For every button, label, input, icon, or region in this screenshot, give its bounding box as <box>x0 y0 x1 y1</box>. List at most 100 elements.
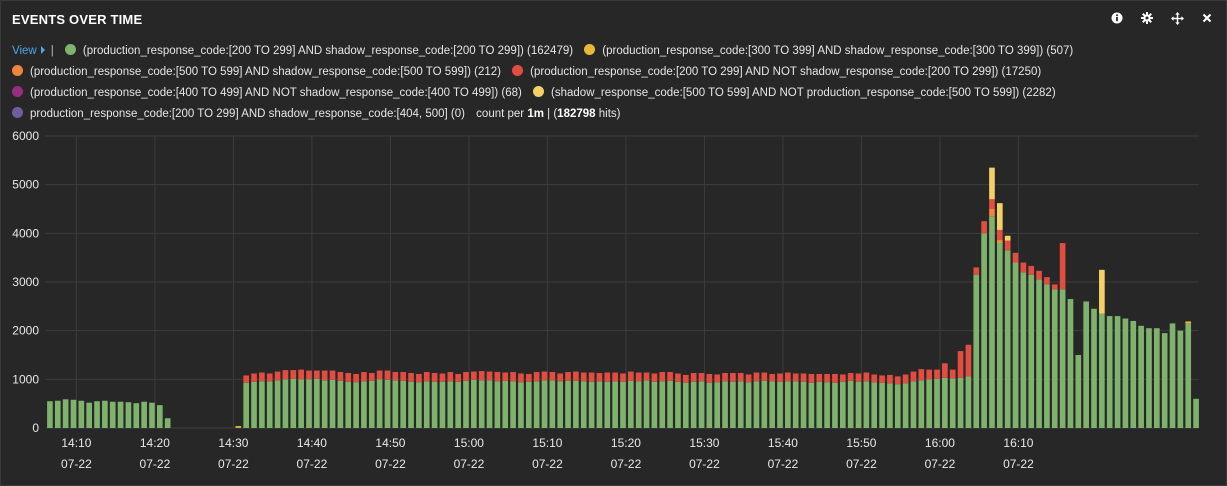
bar-segment <box>243 382 250 428</box>
bar-segment <box>635 372 642 382</box>
bar-segment <box>408 373 414 382</box>
bar-segment <box>384 379 391 428</box>
bar-segment <box>690 381 697 428</box>
bar-segment <box>463 372 469 381</box>
bar-segment <box>314 370 320 379</box>
gear-icon[interactable] <box>1140 10 1154 26</box>
legend-item[interactable]: production_response_code:[200 TO 299] AN… <box>12 104 465 125</box>
x-tick-date-label: 07-22 <box>140 457 171 471</box>
bar-segment <box>588 381 595 428</box>
bar-segment <box>761 372 768 381</box>
legend-item[interactable]: (production_response_code:[200 TO 299] A… <box>512 62 1041 83</box>
x-tick-date-label: 07-22 <box>1003 457 1034 471</box>
bar-segment <box>1012 252 1019 263</box>
bar-segment <box>949 369 956 379</box>
bar-segment <box>651 373 658 382</box>
bar-segment <box>1154 328 1160 428</box>
x-tick-date-label: 07-22 <box>768 457 799 471</box>
bar-segment <box>1130 320 1137 428</box>
bar-segment <box>392 380 399 428</box>
legend-item[interactable]: (production_response_code:[400 TO 499] A… <box>12 83 522 104</box>
legend-item[interactable]: (production_response_code:[300 TO 399] A… <box>584 41 1073 62</box>
bar-segment <box>926 369 932 380</box>
bar-segment <box>753 372 760 382</box>
bar-segment <box>910 381 917 428</box>
legend-item[interactable]: (production_response_code:[500 TO 599] A… <box>12 62 501 83</box>
bar-segment <box>785 381 791 428</box>
bar-segment <box>463 380 469 428</box>
bar-segment <box>706 382 713 428</box>
bar-segment <box>667 380 673 428</box>
bar-segment <box>934 369 940 379</box>
bar-segment <box>887 383 893 428</box>
bar-segment <box>1114 316 1121 428</box>
bar-segment <box>423 381 430 428</box>
bar-segment <box>290 370 297 379</box>
move-icon[interactable] <box>1170 10 1184 26</box>
bar-segment <box>125 402 132 428</box>
bar-segment <box>321 370 328 381</box>
bar-segment <box>1059 289 1066 428</box>
x-tick-date-label: 07-22 <box>61 457 92 471</box>
bar-segment <box>510 381 516 428</box>
bar-segment <box>675 373 681 382</box>
legend-item[interactable]: (production_response_code:[200 TO 299] A… <box>64 41 573 62</box>
legend-item[interactable]: (shadow_response_code:[500 TO 599] AND N… <box>533 83 1056 104</box>
bar-segment <box>753 381 760 428</box>
bar-segment <box>996 229 1003 240</box>
view-toggle-link[interactable]: View <box>12 45 37 57</box>
bar-segment <box>777 381 783 428</box>
bar-segment <box>1028 274 1035 428</box>
x-tick-date-label: 07-22 <box>375 457 406 471</box>
x-tick-time-label: 14:10 <box>61 436 91 450</box>
bar-segment <box>337 380 344 428</box>
bar-segment <box>235 427 242 429</box>
bar-segment <box>282 370 289 380</box>
bar-segment <box>573 380 579 428</box>
bar-segment <box>345 381 352 428</box>
bar-segment <box>659 381 666 428</box>
close-icon[interactable] <box>1200 10 1214 26</box>
bar-segment <box>643 380 650 428</box>
bar-segment <box>965 344 972 377</box>
info-icon[interactable] <box>1110 10 1124 26</box>
x-tick-date-label: 07-22 <box>218 457 249 471</box>
bar-segment <box>918 369 925 381</box>
bar-segment <box>942 377 948 428</box>
bar-segment <box>1106 316 1113 428</box>
bar-segment <box>274 380 281 428</box>
bar-segment <box>573 371 579 381</box>
bar-segment <box>714 374 721 383</box>
x-tick-date-label: 07-22 <box>689 457 720 471</box>
bar-segment <box>290 378 297 428</box>
bar-segment <box>604 372 611 382</box>
legend-dot-icon <box>12 65 23 76</box>
bar-segment <box>1075 355 1082 428</box>
bar-segment <box>314 378 320 428</box>
bar-segment <box>769 381 775 428</box>
bar-segment <box>368 380 375 428</box>
bar-segment <box>1012 262 1019 428</box>
bar-segment <box>643 372 650 381</box>
bar-segment <box>298 379 304 428</box>
bar-segment <box>455 381 461 428</box>
bar-segment <box>1044 277 1050 285</box>
bar-segment <box>918 380 925 428</box>
bar-segment <box>957 351 964 378</box>
bar-segment <box>839 374 846 382</box>
bar-segment <box>416 382 422 428</box>
bar-segment <box>816 381 823 428</box>
bar-segment <box>706 373 713 383</box>
chart-legend: View | (production_response_code:[200 TO … <box>12 41 1212 125</box>
bar-segment <box>996 203 1003 230</box>
bar-segment <box>1185 323 1192 428</box>
bar-segment <box>439 381 446 428</box>
bar-segment <box>102 400 108 428</box>
legend-dot-icon <box>12 86 23 97</box>
bar-segment <box>86 402 92 428</box>
bar-segment <box>855 381 862 428</box>
bar-segment <box>494 381 501 428</box>
bar-segment <box>274 371 281 381</box>
bar-segment <box>996 243 1003 428</box>
